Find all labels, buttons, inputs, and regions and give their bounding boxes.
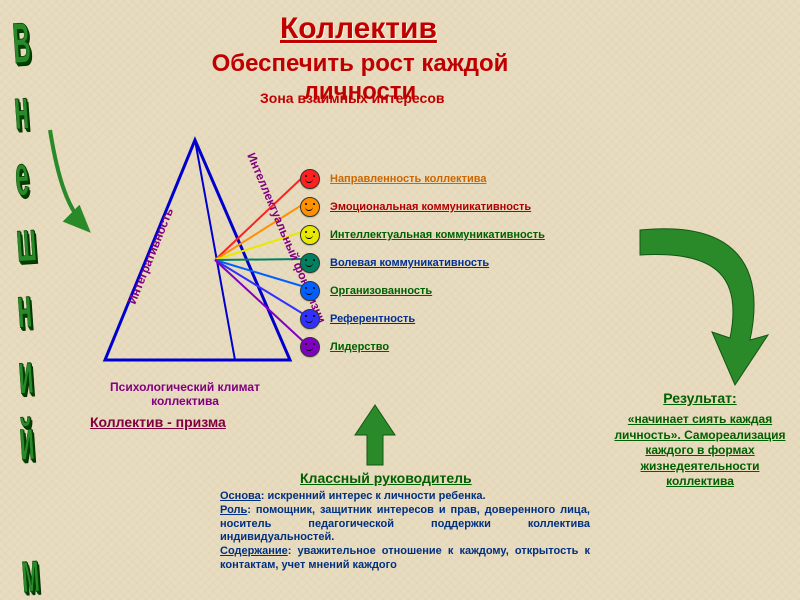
item-label: Интеллектуальная коммуникативность (330, 229, 545, 241)
smiley-icon (300, 225, 320, 245)
smiley-icon (300, 197, 320, 217)
prism-label: Коллектив - призма (90, 414, 226, 430)
smiley-icon (300, 169, 320, 189)
teacher-key2: Роль (220, 504, 247, 516)
list-item: Организованность (300, 277, 550, 305)
teacher-title: Классный руководитель (300, 470, 472, 486)
teacher-text: Основа: искренний интерес к личности реб… (220, 490, 590, 573)
teacher-key3: Содержание (220, 545, 288, 557)
prism-diagram: Интегративность Интеллектуальный фон жиз… (75, 130, 305, 390)
item-label: Референтность (330, 313, 415, 325)
curve-arrow-icon (620, 210, 780, 400)
list-item: Лидерство (300, 333, 550, 361)
smiley-icon (300, 253, 320, 273)
zona-label: Зона взаимных интересов (260, 90, 444, 106)
teacher-key1: Основа (220, 490, 261, 502)
result-title: Результат: (610, 390, 790, 406)
list-item: Интеллектуальная коммуникативность (300, 221, 550, 249)
smiley-icon (300, 309, 320, 329)
up-arrow-icon (350, 400, 400, 470)
list-item: Референтность (300, 305, 550, 333)
item-label: Волевая коммуникативность (330, 257, 489, 269)
result-block: Результат: «начинает сиять каждая личнос… (610, 390, 790, 490)
svg-text:Интегративность: Интегративность (125, 206, 176, 306)
item-label: Лидерство (330, 341, 389, 353)
item-label: Организованность (330, 285, 432, 297)
page-title: Коллектив (280, 12, 437, 46)
item-label: Направленность коллектива (330, 173, 486, 185)
smiley-icon (300, 281, 320, 301)
triangle-caption: Психологический климат коллектива (90, 380, 280, 408)
list-item: Эмоциональная коммуникативность (300, 193, 550, 221)
list-item: Направленность коллектива (300, 165, 550, 193)
item-label: Эмоциональная коммуникативность (330, 201, 531, 213)
items-list: Направленность коллектива Эмоциональная к… (300, 165, 550, 361)
list-item: Волевая коммуникативность (300, 249, 550, 277)
smiley-icon (300, 337, 320, 357)
result-body: «начинает сиять каждая личность». Саморе… (610, 412, 790, 490)
